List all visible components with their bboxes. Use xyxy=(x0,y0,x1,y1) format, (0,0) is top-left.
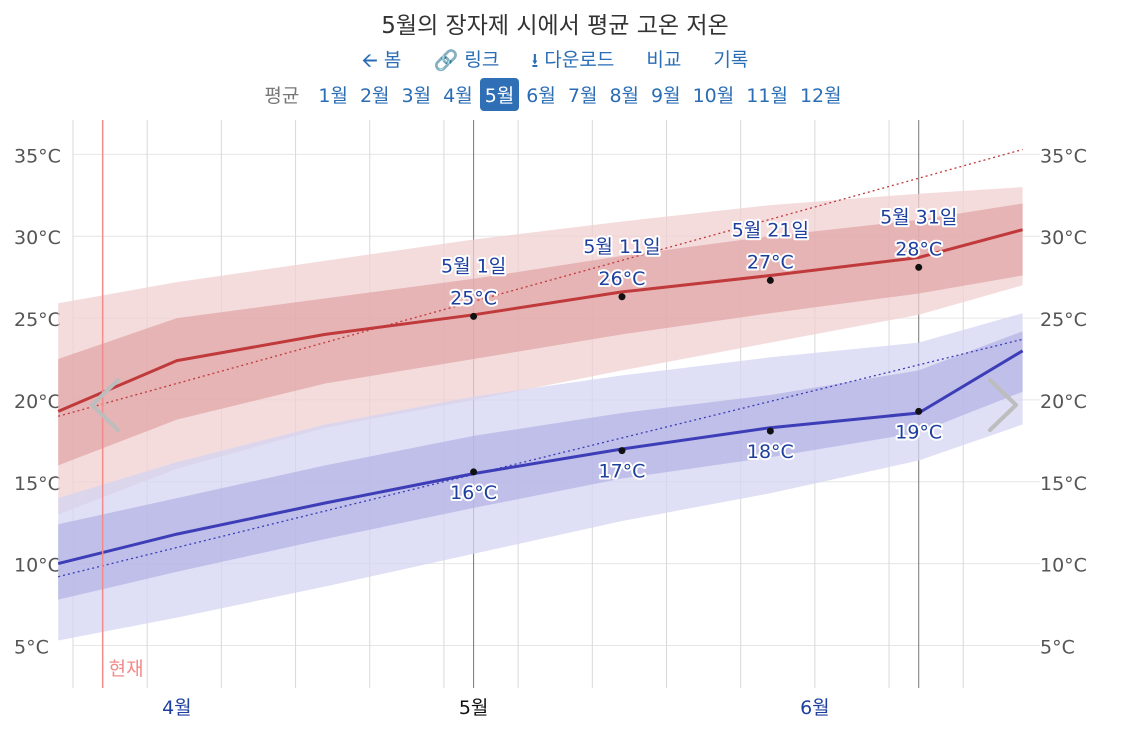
high-trend-line xyxy=(58,148,1023,417)
annotation-low-value: 17°C xyxy=(599,461,646,483)
next-chevron-icon[interactable] xyxy=(988,378,1018,432)
low-point xyxy=(766,427,774,435)
y-tick-label-right: 20°C xyxy=(1040,391,1087,413)
annotation-date: 5월 1일 xyxy=(441,255,506,277)
annotation-high-value: 25°C xyxy=(450,287,497,309)
low-point xyxy=(915,407,923,415)
high-point xyxy=(618,293,626,301)
compare-link[interactable]: 비교 xyxy=(646,49,682,71)
link-icon: 🔗 xyxy=(433,48,459,72)
month-tab-6[interactable]: 6월 xyxy=(526,85,556,107)
download-label: 다운로드 xyxy=(544,49,615,71)
x-tick-label: 4월 xyxy=(162,697,192,719)
back-button[interactable]: 🡨 봄 xyxy=(362,45,402,80)
month-tab-9[interactable]: 9월 xyxy=(651,85,681,107)
low-point xyxy=(470,468,478,476)
annotation-high-value: 28°C xyxy=(895,238,942,260)
y-tick-label-left: 10°C xyxy=(14,555,61,577)
month-tab-3[interactable]: 3월 xyxy=(401,85,432,107)
x-tick-label: 5월 xyxy=(459,697,489,719)
low-average-line xyxy=(57,349,1024,566)
y-tick-label-left: 20°C xyxy=(14,391,61,413)
annotation-high-value: 27°C xyxy=(747,251,794,273)
prev-chevron-icon[interactable] xyxy=(90,378,120,432)
annotation-low-value: 19°C xyxy=(895,421,942,443)
low-band-inner xyxy=(58,331,1023,600)
now-label: 현재 xyxy=(109,658,144,680)
annotation-low-value: 16°C xyxy=(450,482,497,504)
y-tick-label-right: 30°C xyxy=(1040,227,1087,249)
link-button[interactable]: 🔗 링크 xyxy=(433,45,499,72)
y-tick-label-left: 5°C xyxy=(14,636,49,658)
month-tab-4[interactable]: 4월 xyxy=(443,85,473,107)
y-tick-label-right: 10°C xyxy=(1040,555,1087,577)
month-tab-5[interactable]: 5월 xyxy=(479,78,520,111)
arrow-left-icon: 🡨 xyxy=(361,48,378,72)
high-point xyxy=(470,312,478,320)
toolbar: 🡨 봄 🔗 링크 ⭳ 다운로드 비교 기록 xyxy=(0,45,1110,80)
month-tab-1[interactable]: 1월 xyxy=(318,85,348,107)
annotation-high-value: 26°C xyxy=(599,268,646,290)
high-average-line xyxy=(57,228,1023,413)
low-trend-line xyxy=(58,338,1023,578)
y-tick-label-left: 25°C xyxy=(14,309,61,331)
y-tick-label-left: 35°C xyxy=(14,145,61,167)
y-tick-label-right: 25°C xyxy=(1040,309,1087,331)
y-tick-label-left: 30°C xyxy=(14,227,61,249)
y-tick-label-right: 35°C xyxy=(1040,145,1087,167)
annotation-date: 5월 31일 xyxy=(880,206,957,228)
link-label: 링크 xyxy=(464,49,500,71)
month-tab-7[interactable]: 7월 xyxy=(567,85,598,107)
high-band-inner xyxy=(58,203,1023,466)
x-tick-label: 6월 xyxy=(800,697,830,719)
month-tab-10[interactable]: 10월 xyxy=(692,85,735,107)
month-selector: 평균 1월 2월 3월 4월 5월 6월 7월 8월 9월 10월 11월 12월 xyxy=(0,78,1106,111)
month-tab-12[interactable]: 12월 xyxy=(799,85,842,107)
month-tab-8[interactable]: 8월 xyxy=(609,85,640,107)
month-tab-2[interactable]: 2월 xyxy=(359,85,390,107)
month-tab-11[interactable]: 11월 xyxy=(746,85,788,107)
y-tick-label-right: 15°C xyxy=(1040,473,1087,495)
annotation-date: 5월 21일 xyxy=(732,219,809,241)
y-tick-label-left: 15°C xyxy=(14,473,61,495)
download-button[interactable]: ⭳ 다운로드 xyxy=(531,45,614,80)
high-point xyxy=(766,276,774,284)
annotation-low-value: 18°C xyxy=(747,441,794,463)
high-point xyxy=(915,263,923,271)
history-link[interactable]: 기록 xyxy=(713,49,749,71)
download-icon: ⭳ xyxy=(531,48,539,72)
back-label: 봄 xyxy=(383,49,402,71)
annotation-date: 5월 11일 xyxy=(583,236,660,258)
y-tick-label-right: 5°C xyxy=(1040,636,1075,658)
low-point xyxy=(618,447,626,455)
page-title: 5월의 장자제 시에서 평균 고온 저온 xyxy=(381,13,729,39)
average-label: 평균 xyxy=(264,85,300,107)
